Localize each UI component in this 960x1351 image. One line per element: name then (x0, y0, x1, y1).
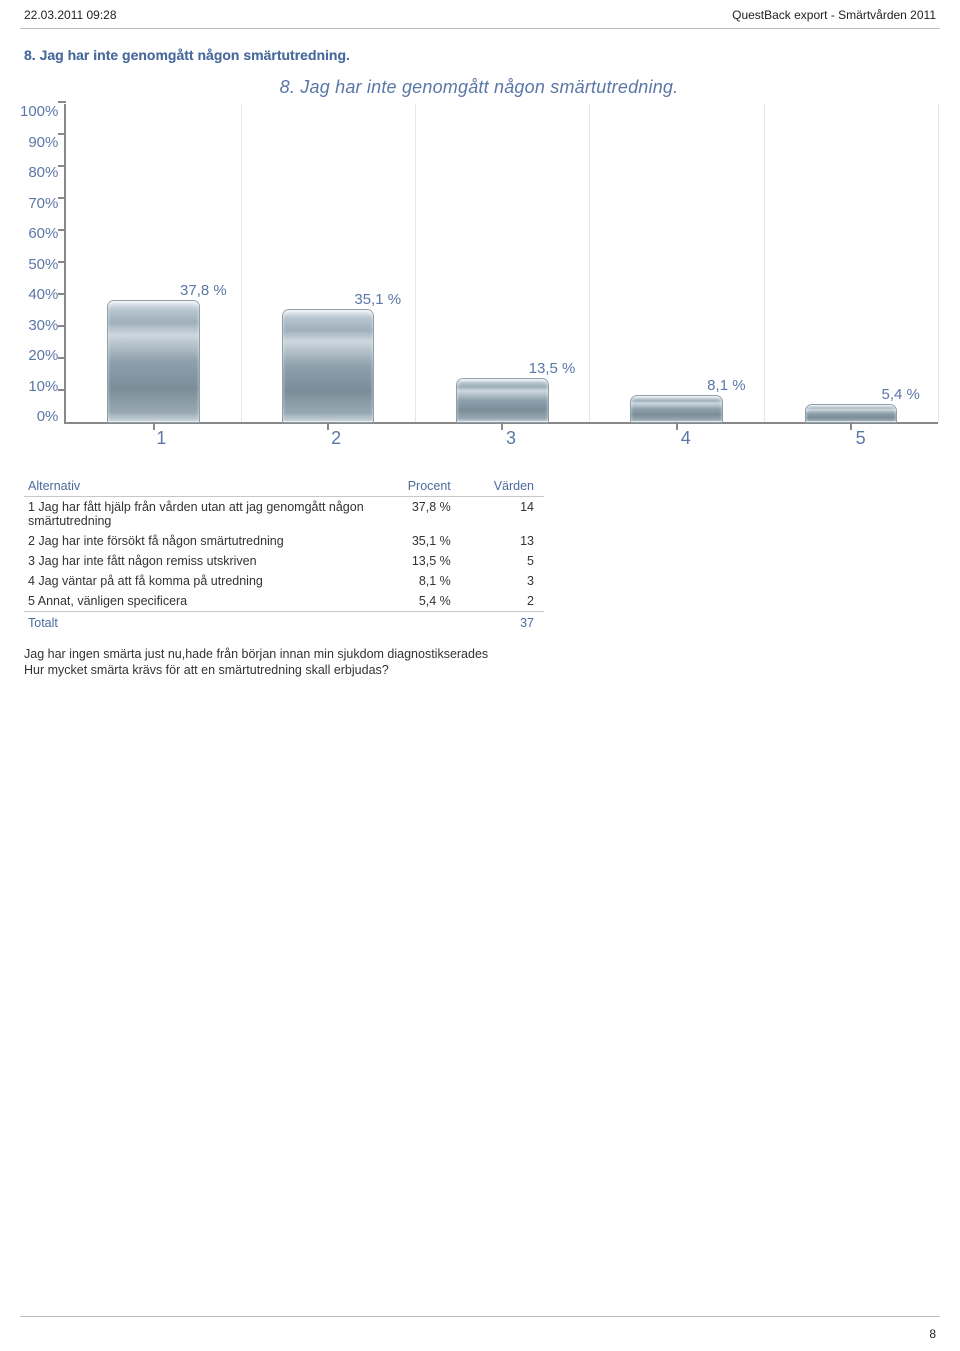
chart-bar (631, 396, 722, 422)
y-axis-label: 70% (20, 196, 58, 211)
x-axis-label: 1 (156, 428, 166, 449)
table-cell: 13,5 % (378, 551, 461, 571)
data-table: AlternativProcentVärden 1 Jag har fått h… (24, 476, 544, 633)
page-number: 8 (929, 1327, 936, 1341)
table-cell (378, 612, 461, 634)
table-cell: 4 Jag väntar på att få komma på utrednin… (24, 571, 378, 591)
header-left: 22.03.2011 09:28 (24, 8, 117, 22)
chart-bar (108, 301, 199, 422)
section-title: 8. Jag har inte genomgått någon smärtutr… (24, 47, 940, 63)
y-axis-label: 10% (20, 379, 58, 394)
table-row: 4 Jag väntar på att få komma på utrednin… (24, 571, 544, 591)
y-axis-label: 100% (20, 104, 58, 119)
table-header-row: AlternativProcentVärden (24, 476, 544, 497)
table-body: 1 Jag har fått hjälp från vården utan at… (24, 497, 544, 634)
chart-bar (806, 405, 897, 422)
table-cell: 37 (461, 612, 544, 634)
y-axis-label: 50% (20, 257, 58, 272)
table-cell: 14 (461, 497, 544, 532)
chart-title: 8. Jag har inte genomgått någon smärtutr… (20, 77, 938, 98)
footer-rule (20, 1316, 940, 1317)
table-cell: 37,8 % (378, 497, 461, 532)
chart-bar-label: 37,8 % (180, 282, 227, 299)
chart-bar (283, 310, 374, 422)
table-row: 5 Annat, vänligen specificera5,4 %2 (24, 591, 544, 612)
table-row: 3 Jag har inte fått någon remiss utskriv… (24, 551, 544, 571)
chart-bar-label: 8,1 % (707, 377, 745, 394)
table-row: 2 Jag har inte försökt få någon smärtutr… (24, 531, 544, 551)
chart-bar-label: 35,1 % (354, 291, 401, 308)
chart: 8. Jag har inte genomgått någon smärtutr… (20, 77, 938, 448)
y-axis-label: 30% (20, 318, 58, 333)
table-cell: 13 (461, 531, 544, 551)
chart-y-axis-labels: 100% 90% 80% 70% 60% 50% 40% 30% 20% 10% 0% (20, 104, 64, 424)
free-text-comments: Jag har ingen smärta just nu,hade från b… (24, 647, 940, 677)
chart-x-axis-labels: 1 2 3 4 5 (74, 424, 948, 448)
y-axis-label: 80% (20, 165, 58, 180)
table-column-header: Alternativ (24, 476, 378, 497)
table-column-header: Procent (378, 476, 461, 497)
table-cell: 1 Jag har fått hjälp från vården utan at… (24, 497, 378, 532)
table-cell: 5 Annat, vänligen specificera (24, 591, 378, 612)
table-cell: Totalt (24, 612, 378, 634)
chart-bar-label: 13,5 % (529, 360, 576, 377)
chart-bar (457, 379, 548, 422)
table-cell: 3 Jag har inte fått någon remiss utskriv… (24, 551, 378, 571)
chart-plot-area: 37,8 % 35,1 % 13,5 % 8,1 % 5,4 % (64, 104, 938, 424)
table-cell: 35,1 % (378, 531, 461, 551)
y-axis-label: 40% (20, 287, 58, 302)
comment-line: Jag har ingen smärta just nu,hade från b… (24, 647, 940, 661)
y-axis-label: 20% (20, 348, 58, 363)
x-axis-label: 5 (856, 428, 866, 449)
table-total-row: Totalt 37 (24, 612, 544, 634)
comment-line: Hur mycket smärta krävs för att en smärt… (24, 663, 940, 677)
table-cell: 3 (461, 571, 544, 591)
header-right: QuestBack export - Smärtvården 2011 (732, 8, 936, 22)
table-cell: 2 (461, 591, 544, 612)
y-axis-label: 60% (20, 226, 58, 241)
y-axis-label: 0% (20, 409, 58, 424)
table-cell: 5,4 % (378, 591, 461, 612)
header-rule (20, 28, 940, 29)
chart-bar-label: 5,4 % (882, 386, 920, 403)
y-axis-label: 90% (20, 135, 58, 150)
x-axis-label: 4 (681, 428, 691, 449)
table-cell: 8,1 % (378, 571, 461, 591)
x-axis-label: 2 (331, 428, 341, 449)
table-column-header: Värden (461, 476, 544, 497)
table-cell: 5 (461, 551, 544, 571)
table-cell: 2 Jag har inte försökt få någon smärtutr… (24, 531, 378, 551)
x-axis-label: 3 (506, 428, 516, 449)
table-row: 1 Jag har fått hjälp från vården utan at… (24, 497, 544, 532)
